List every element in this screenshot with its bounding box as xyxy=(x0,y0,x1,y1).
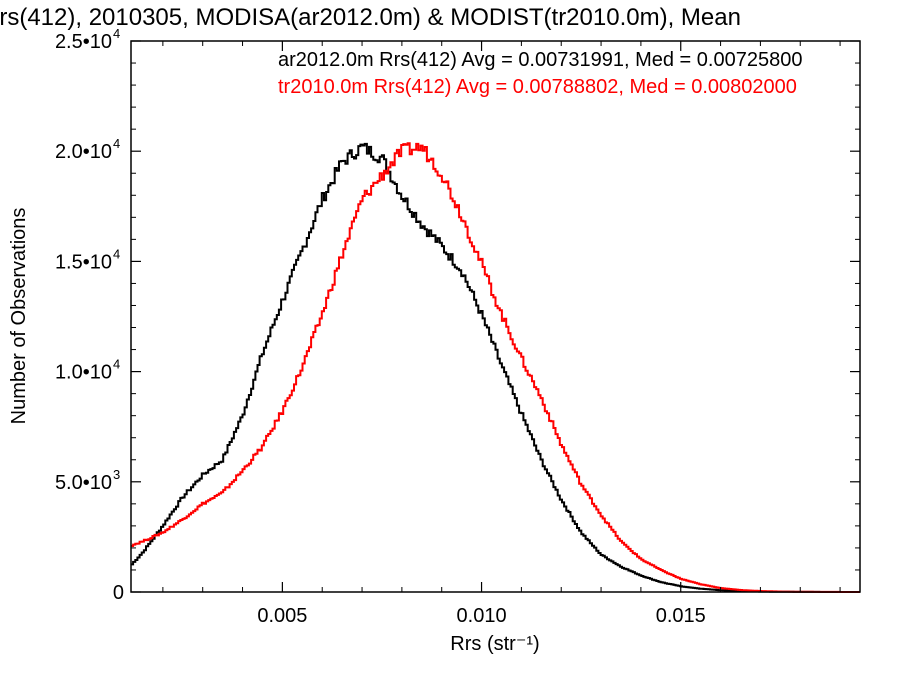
y-tick-label: 0 xyxy=(113,582,124,604)
y-tick-exponent: 4 xyxy=(113,246,120,261)
y-tick-label: 2.0•10 xyxy=(55,141,112,163)
x-axis: 0.005 0.010 0.015 xyxy=(162,41,841,627)
plot-frame xyxy=(130,40,861,593)
y-tick-label: 2.5•10 xyxy=(55,31,112,53)
y-tick-exponent: 4 xyxy=(113,26,120,41)
y-tick-exponent: 4 xyxy=(113,357,120,372)
chart-title: Rrs(412), 2010305, MODISA(ar2012.0m) & M… xyxy=(0,4,741,31)
x-tick-label: 0.015 xyxy=(656,605,706,627)
y-tick-label: 5.0•10 xyxy=(55,472,112,494)
x-tick-label: 0.005 xyxy=(257,605,307,627)
y-tick-label: 1.5•10 xyxy=(55,251,112,273)
y-tick-label: 1.0•10 xyxy=(55,362,112,384)
series-line-tr2010 xyxy=(131,142,860,593)
y-tick-exponent: 3 xyxy=(113,467,120,482)
series-line-ar2012 xyxy=(131,142,860,593)
legend-annotation-tr2010: tr2010.0m Rrs(412) Avg = 0.00788802, Med… xyxy=(278,76,797,98)
x-axis-label: Rrs (str⁻¹) xyxy=(450,633,539,655)
y-axis-label: Number of Observations xyxy=(8,208,30,425)
legend-annotation-ar2012: ar2012.0m Rrs(412) Avg = 0.00731991, Med… xyxy=(278,49,802,71)
plot-area xyxy=(131,142,860,593)
x-tick-label: 0.010 xyxy=(457,605,507,627)
y-axis: 05.0•10 31.0•10 41.5•10 42.0•10 42.5•10 4 xyxy=(55,26,860,604)
y-tick-exponent: 4 xyxy=(113,136,120,151)
